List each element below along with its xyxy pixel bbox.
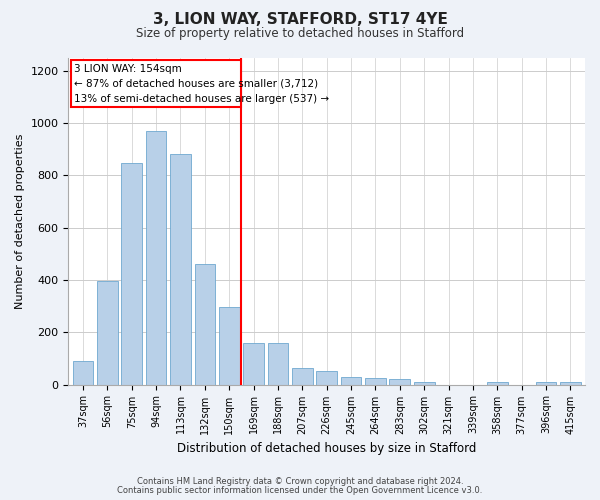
Y-axis label: Number of detached properties: Number of detached properties <box>15 134 25 308</box>
Bar <box>292 368 313 384</box>
Text: 3, LION WAY, STAFFORD, ST17 4YE: 3, LION WAY, STAFFORD, ST17 4YE <box>152 12 448 28</box>
Text: Size of property relative to detached houses in Stafford: Size of property relative to detached ho… <box>136 28 464 40</box>
Bar <box>414 382 434 384</box>
Bar <box>146 131 166 384</box>
Bar <box>341 376 361 384</box>
Bar <box>97 281 118 384</box>
FancyBboxPatch shape <box>71 60 241 107</box>
Bar <box>219 308 239 384</box>
Bar <box>170 154 191 384</box>
Bar <box>560 382 581 384</box>
X-axis label: Distribution of detached houses by size in Stafford: Distribution of detached houses by size … <box>177 442 476 455</box>
Bar <box>316 372 337 384</box>
Bar <box>389 380 410 384</box>
Bar <box>536 382 556 384</box>
Bar <box>194 264 215 384</box>
Bar <box>243 342 264 384</box>
Text: Contains public sector information licensed under the Open Government Licence v3: Contains public sector information licen… <box>118 486 482 495</box>
Bar <box>365 378 386 384</box>
Bar <box>268 342 289 384</box>
Text: 3 LION WAY: 154sqm: 3 LION WAY: 154sqm <box>74 64 182 74</box>
Text: 13% of semi-detached houses are larger (537) →: 13% of semi-detached houses are larger (… <box>74 94 329 104</box>
Bar <box>487 382 508 384</box>
Bar <box>121 164 142 384</box>
Text: Contains HM Land Registry data © Crown copyright and database right 2024.: Contains HM Land Registry data © Crown c… <box>137 477 463 486</box>
Text: ← 87% of detached houses are smaller (3,712): ← 87% of detached houses are smaller (3,… <box>74 79 319 89</box>
Bar <box>73 361 94 384</box>
